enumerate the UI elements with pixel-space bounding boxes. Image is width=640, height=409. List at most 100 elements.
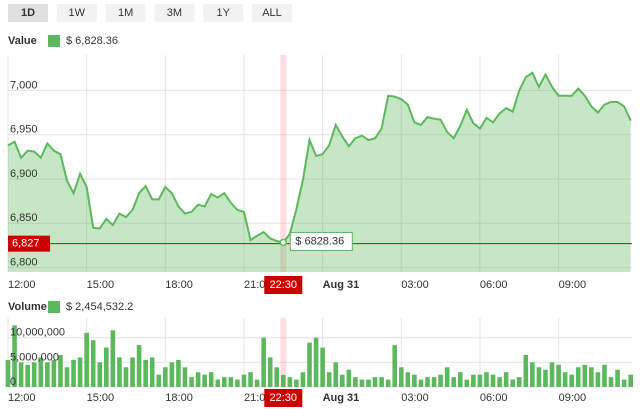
volume-bar — [143, 359, 148, 387]
range-button[interactable] — [203, 4, 244, 22]
x-tick-label: 03:00 — [401, 392, 429, 404]
volume-bar — [58, 354, 63, 387]
value-line — [7, 71, 632, 244]
volume-bar — [176, 359, 181, 387]
x-tick-label: 06:00 — [480, 279, 508, 291]
volume-bar — [451, 377, 457, 387]
x-tick-label: 18:00 — [165, 279, 193, 291]
volume-bar — [595, 372, 601, 387]
volume-bar — [464, 379, 470, 387]
volume-bar — [379, 377, 384, 387]
volume-bar — [582, 364, 588, 387]
volume-bar — [530, 362, 535, 387]
volume-bar — [90, 340, 96, 387]
volume-bar — [536, 367, 542, 387]
crosshair-x-label: 22:30 — [270, 279, 298, 291]
volume-bar — [31, 362, 37, 387]
volume-bar — [123, 367, 129, 387]
volume-bar — [510, 379, 516, 387]
volume-bar — [228, 377, 234, 387]
y-tick-label: 10,000,000 — [10, 327, 65, 339]
volume-bar — [274, 367, 280, 387]
volume-bar — [549, 362, 555, 387]
volume-bar — [307, 342, 312, 387]
volume-bar — [202, 374, 207, 387]
y-tick-label: 6,950 — [10, 124, 38, 136]
crosshair-x-label: 22:30 — [270, 392, 298, 404]
volume-bar — [372, 377, 378, 387]
range-button-label[interactable]: 1Y — [216, 7, 230, 19]
volume-bar — [569, 374, 574, 387]
volume-bar — [484, 372, 489, 387]
x-tick-label: 15:00 — [87, 279, 115, 291]
volume-bar — [523, 354, 529, 387]
volume-bar — [163, 367, 168, 387]
tooltip-text: $ 6828.36 — [295, 235, 344, 247]
volume-bar — [287, 377, 293, 387]
volume-bar — [117, 357, 122, 387]
range-button[interactable] — [252, 4, 292, 22]
volume-bar — [300, 372, 306, 387]
volume-bar — [608, 377, 614, 387]
volume-bar — [425, 377, 430, 387]
volume-bar — [77, 357, 83, 387]
tooltip-box — [289, 231, 353, 251]
volume-bar — [267, 357, 273, 387]
range-button-label[interactable]: ALL — [262, 7, 282, 19]
volume-bar — [503, 372, 509, 387]
volume-bar — [64, 367, 70, 387]
volume-bar — [182, 367, 188, 387]
volume-bar — [398, 367, 404, 387]
volume-bar — [392, 345, 398, 387]
crosshair-band — [280, 55, 287, 272]
volume-bar — [621, 379, 627, 387]
volume-bar — [149, 357, 155, 387]
crosshair-x-box — [264, 389, 303, 407]
range-button-label[interactable]: 1M — [118, 7, 133, 19]
y-tick-label: 6,850 — [10, 212, 38, 224]
range-button[interactable] — [56, 4, 97, 22]
volume-bar — [628, 374, 633, 387]
volume-bar — [294, 379, 299, 387]
range-button[interactable] — [154, 4, 195, 22]
volume-bar — [477, 374, 483, 387]
volume-bar — [254, 379, 260, 387]
range-button[interactable] — [8, 4, 48, 22]
x-tick-label: Aug 31 — [323, 392, 360, 404]
range-button-label[interactable]: 1W — [69, 7, 86, 19]
volume-bar — [431, 377, 437, 387]
range-button-label[interactable]: 1D — [21, 7, 35, 19]
legend-swatch — [48, 35, 60, 47]
volume-bar — [333, 362, 339, 387]
x-tick-label: 03:00 — [401, 279, 429, 291]
volume-bar — [418, 379, 424, 387]
crosshair-band — [280, 318, 287, 387]
volume-bar — [339, 374, 345, 387]
volume-bar — [444, 367, 450, 387]
volume-bar — [385, 379, 391, 387]
volume-bar — [490, 374, 496, 387]
range-button-label[interactable]: 3M — [167, 7, 182, 19]
y-tick-label: 6,800 — [10, 256, 38, 268]
x-tick-label: 18:00 — [165, 392, 193, 404]
current-value-label: 6,827 — [12, 238, 40, 250]
volume-bar — [589, 367, 594, 387]
volume-bar — [5, 359, 11, 387]
volume-bar — [45, 362, 50, 387]
volume-bar — [457, 372, 463, 387]
volume-bar — [222, 377, 227, 387]
volume-bar — [405, 372, 411, 387]
volume-bar — [326, 372, 332, 387]
range-button[interactable] — [105, 4, 146, 22]
y-tick-label: 6,900 — [10, 168, 38, 180]
volume-bar — [346, 369, 352, 387]
volume-bar — [602, 364, 607, 387]
volume-bar — [438, 374, 443, 387]
y-tick-label: 0 — [10, 376, 16, 388]
volume-bar — [51, 359, 57, 387]
volume-bar — [516, 377, 522, 387]
volume-bar — [189, 377, 194, 387]
volume-bar — [615, 369, 620, 387]
